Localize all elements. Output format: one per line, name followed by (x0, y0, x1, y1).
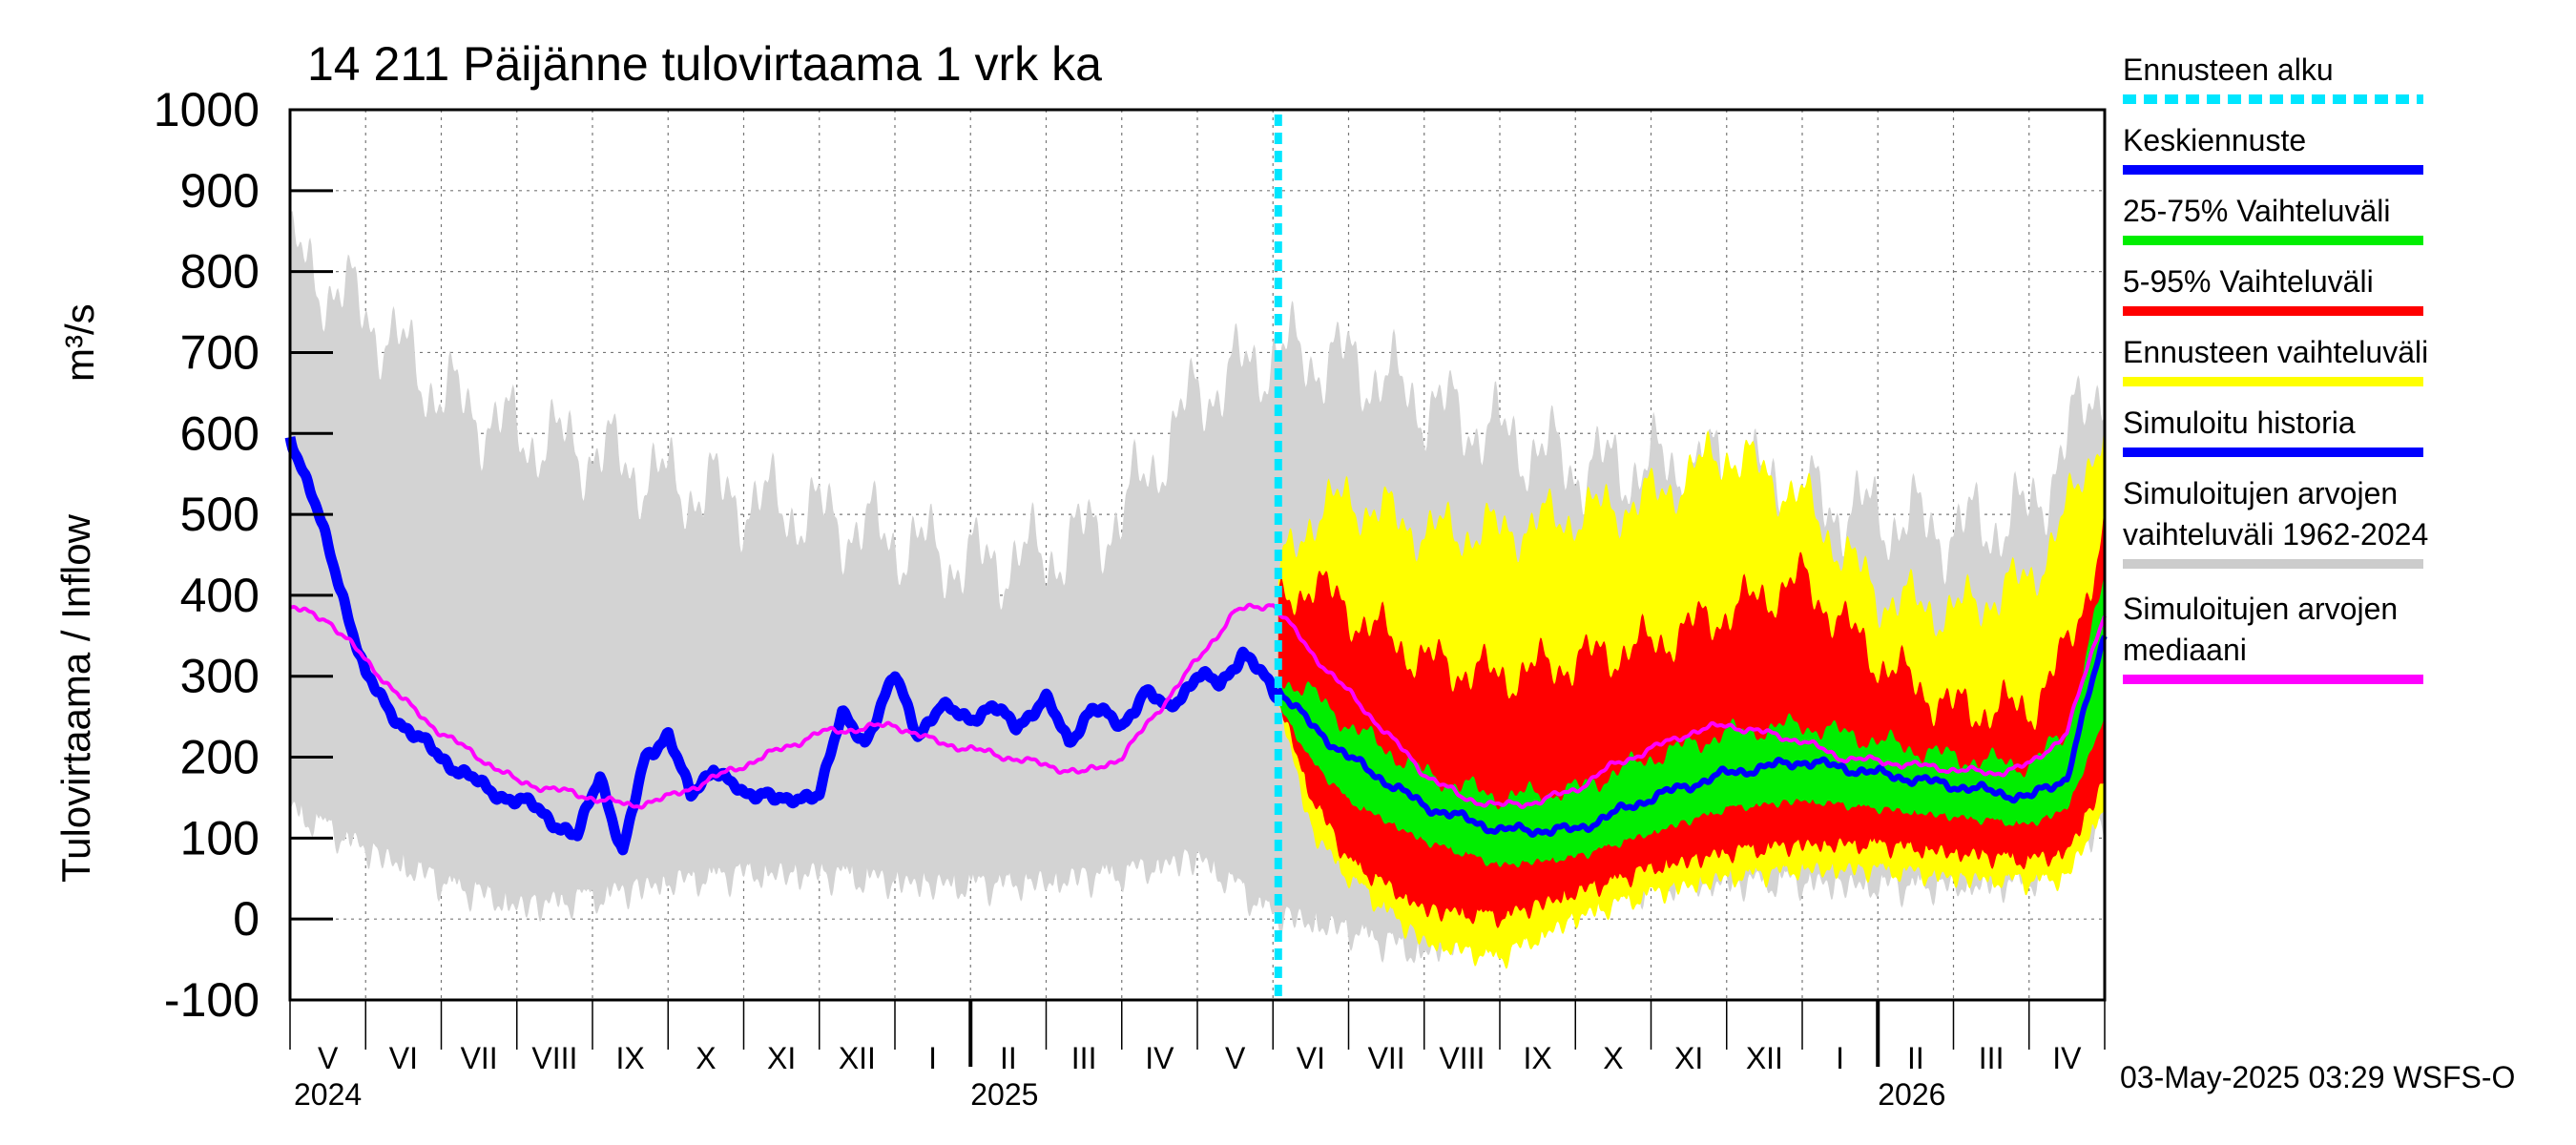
y-axis-label: Tulovirtaama / Inflow (53, 513, 98, 883)
legend-label: mediaani (2123, 633, 2247, 667)
legend-label: 25-75% Vaihteluväli (2123, 194, 2390, 228)
y-tick-label: 600 (180, 406, 260, 460)
legend-label: Simuloitujen arvojen (2123, 476, 2398, 510)
x-month-label: VI (1297, 1041, 1325, 1075)
line-simulated-history (284, 436, 1282, 856)
y-tick-label: 500 (180, 488, 260, 541)
y-tick-label: 100 (180, 811, 260, 864)
x-month-label: VII (461, 1041, 498, 1075)
legend-label: vaihteluväli 1962-2024 (2123, 517, 2428, 552)
x-month-label: V (318, 1041, 339, 1075)
y-tick-label: 400 (180, 569, 260, 622)
x-month-label: VIII (1439, 1041, 1485, 1075)
x-month-label: X (1603, 1041, 1623, 1075)
x-month-label: X (696, 1041, 716, 1075)
x-month-label: XI (767, 1041, 796, 1075)
legend-label: Keskiennuste (2123, 123, 2306, 157)
x-month-label: XII (1746, 1041, 1783, 1075)
x-month-label: V (1225, 1041, 1246, 1075)
legend: Ennusteen alku Keskiennuste 25-75% Vaihtel… (2123, 52, 2428, 684)
line-mean-forecast (1276, 635, 2108, 838)
x-month-label: III (1979, 1041, 2005, 1075)
y-tick-label: 700 (180, 325, 260, 379)
line-sim-median (289, 602, 2107, 810)
x-month-label: IV (1145, 1041, 1174, 1075)
x-year-label: 2026 (1878, 1077, 1945, 1112)
x-month-label: VII (1368, 1041, 1405, 1075)
plot-area (284, 110, 2108, 1000)
legend-label: 5-95% Vaihteluväli (2123, 264, 2374, 299)
legend-label: Simuloitujen arvojen (2123, 592, 2398, 626)
x-year-label: 2024 (294, 1077, 362, 1112)
x-month-label: VIII (531, 1041, 577, 1075)
x-month-label: XI (1674, 1041, 1703, 1075)
legend-label: Simuloitu historia (2123, 406, 2356, 440)
x-year-label: 2025 (970, 1077, 1038, 1112)
chart-title: 14 211 Päijänne tulovirtaama 1 vrk ka (307, 37, 1102, 91)
x-month-label: IX (1524, 1041, 1552, 1075)
y-tick-label: -100 (164, 973, 260, 1027)
band-25-75 (1278, 573, 2105, 868)
y-tick-label: 300 (180, 650, 260, 703)
x-month-label: I (1836, 1041, 1844, 1075)
y-axis-unit: m³/s (57, 303, 102, 382)
x-month-label: IV (2052, 1041, 2082, 1075)
footer-timestamp: 03-May-2025 03:29 WSFS-O (2120, 1060, 2515, 1094)
x-month-label: II (1000, 1041, 1017, 1075)
legend-label: Ennusteen alku (2123, 52, 2334, 87)
y-tick-label: 0 (233, 892, 260, 946)
y-tick-label: 200 (180, 731, 260, 784)
x-month-label: II (1907, 1041, 1924, 1075)
y-tick-label: 800 (180, 245, 260, 299)
y-tick-label: 900 (180, 164, 260, 218)
x-month-label: I (928, 1041, 937, 1075)
x-month-label: IX (616, 1041, 645, 1075)
legend-label: Ennusteen vaihteluväli (2123, 335, 2428, 369)
y-tick-label: 1000 (154, 83, 260, 136)
x-month-label: III (1071, 1041, 1097, 1075)
x-month-label: XII (839, 1041, 876, 1075)
x-month-label: VI (389, 1041, 418, 1075)
